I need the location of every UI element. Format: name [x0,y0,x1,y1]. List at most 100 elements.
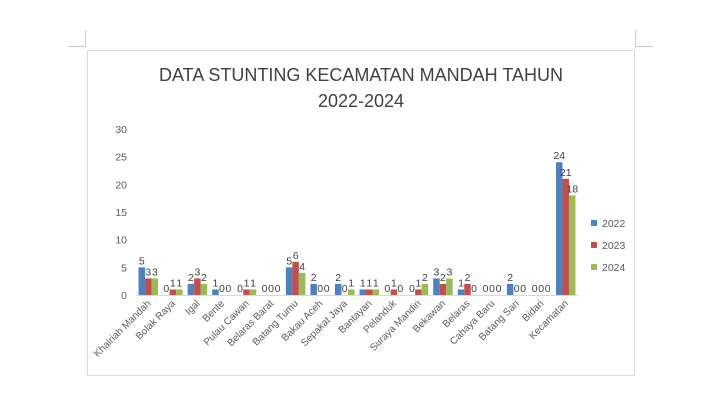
data-label: 1 [170,277,176,289]
bar-2024-3[interactable] [200,283,208,295]
data-label: 0 [384,283,390,295]
data-label: 6 [293,250,299,262]
data-label: 1 [415,277,421,289]
bar-2024-1[interactable] [151,278,159,295]
bar-2022-4[interactable] [212,289,219,295]
data-label: 2 [201,272,207,284]
data-label: 4 [299,261,305,273]
bar-2023-10[interactable] [366,289,373,295]
page-corner-mark-top-right-h [636,46,653,47]
bar-2023-18[interactable] [562,178,569,295]
data-label: 0 [409,283,415,295]
y-tick-label: 20 [115,179,127,191]
bar-2022-9[interactable] [334,283,342,295]
legend-label: 2022 [602,218,626,230]
page-corner-mark-top-left-h [68,46,85,47]
data-label: 0 [496,283,502,295]
data-label: 0 [471,283,477,295]
bar-2024-13[interactable] [446,278,453,295]
bar-2023-14[interactable] [464,283,471,295]
page-corner-mark-top-right-v [635,30,636,47]
data-label: 0 [545,283,551,295]
data-label: 21 [560,167,572,179]
bar-2022-16[interactable] [506,283,514,295]
data-label: 5 [139,255,145,267]
bar-2022-3[interactable] [187,283,195,295]
y-tick-label: 10 [115,235,127,247]
chart-area[interactable] [87,50,635,376]
bar-2024-18[interactable] [568,195,576,295]
data-label: 0 [538,283,544,295]
bar-2022-7[interactable] [285,267,293,295]
data-label: 0 [532,283,538,295]
bar-2024-9[interactable] [347,289,355,295]
legend-label: 2023 [602,240,626,252]
chart-title: DATA STUNTING KECAMATAN MANDAH TAHUN 202… [158,65,564,111]
data-label: 1 [391,277,397,289]
y-tick-label: 5 [121,262,127,274]
bar-2022-14[interactable] [457,289,465,295]
data-label: 1 [244,277,250,289]
data-label: 1 [373,277,379,289]
data-label: 0 [275,283,281,295]
bar-2022-8[interactable] [310,283,317,295]
data-label: 1 [458,277,464,289]
bar-2024-10[interactable] [372,289,380,295]
y-tick-label: 25 [115,152,127,164]
data-label: 2 [335,272,341,284]
data-label: 24 [553,150,565,162]
data-label: 0 [483,283,489,295]
bar-2024-2[interactable] [176,289,183,295]
bar-2023-11[interactable] [390,289,398,295]
bar-2023-5[interactable] [243,289,250,295]
data-label: 1 [213,277,219,289]
data-label: 3 [152,266,158,278]
data-label: 0 [489,283,495,295]
data-label: 3 [194,266,200,278]
bar-2023-3[interactable] [194,278,201,295]
data-label: 18 [566,183,578,195]
data-label: 1 [250,277,256,289]
data-label: 3 [447,266,453,278]
data-label: 2 [465,272,471,284]
legend-swatch-2022 [591,220,597,226]
data-label: 5 [286,255,292,267]
bar-2022-13[interactable] [433,278,440,295]
bar-2024-5[interactable] [249,289,257,295]
bar-2024-12[interactable] [421,283,429,295]
bar-2023-2[interactable] [169,289,177,295]
data-label: 0 [262,283,268,295]
data-label: 2 [188,272,194,284]
bar-2024-7[interactable] [298,272,306,295]
data-label: 0 [324,283,330,295]
data-label: 1 [176,277,182,289]
bar-2023-7[interactable] [292,261,299,295]
data-label: 0 [514,283,520,295]
data-label: 1 [360,277,366,289]
data-label: 3 [434,266,440,278]
data-label: 2 [311,272,317,284]
bar-2023-12[interactable] [415,289,422,295]
data-label: 0 [342,283,348,295]
legend-swatch-2024 [591,264,597,270]
bar-2022-10[interactable] [359,289,367,295]
legend-swatch-2023 [591,242,597,248]
data-label: 0 [226,283,232,295]
data-label: 0 [237,283,243,295]
y-tick-label: 0 [121,290,127,302]
data-label: 3 [145,266,151,278]
data-label: 0 [520,283,526,295]
bar-2022-18[interactable] [555,162,563,295]
bar-2023-1[interactable] [145,278,152,295]
page-corner-mark-top-left-v [85,30,86,47]
bar-2023-13[interactable] [439,283,447,295]
bar-2022-1[interactable] [138,267,146,295]
data-label: 2 [422,272,428,284]
legend-label: 2024 [602,262,626,274]
data-label: 0 [268,283,274,295]
data-label: 2 [507,272,513,284]
y-tick-label: 30 [115,124,127,136]
data-label: 0 [163,283,169,295]
data-label: 1 [366,277,372,289]
